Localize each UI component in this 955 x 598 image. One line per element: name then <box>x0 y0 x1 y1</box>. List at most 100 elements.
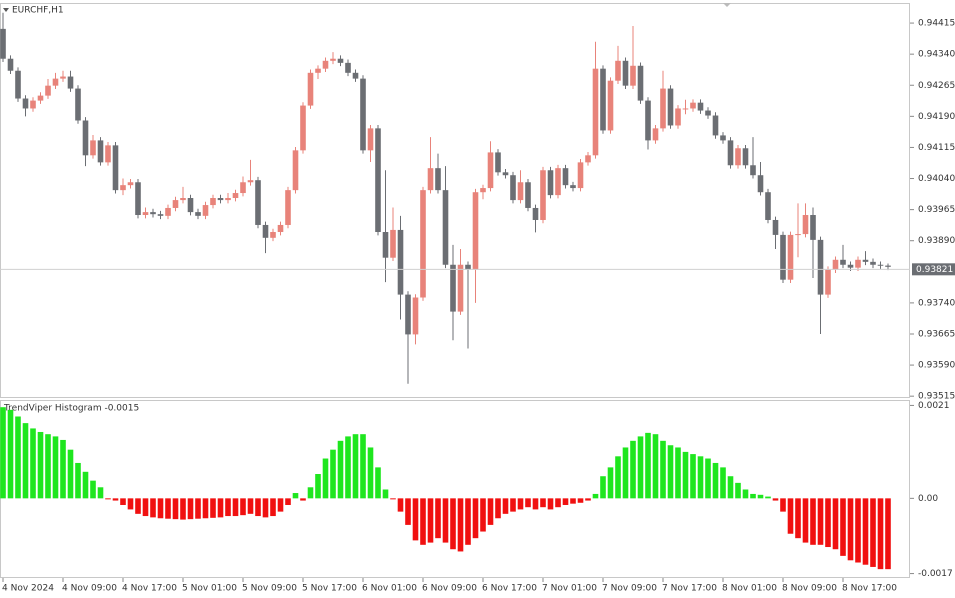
candle-body <box>450 264 456 312</box>
current-price-label: 0.93821 <box>916 265 953 275</box>
histogram-bar <box>412 498 419 541</box>
candle-body <box>45 85 51 96</box>
candle-body <box>300 105 306 151</box>
histogram-bar <box>810 498 816 545</box>
candle-body <box>832 259 839 270</box>
current-price-box <box>912 263 955 276</box>
histogram-bar <box>135 498 141 514</box>
candle-body <box>802 215 809 235</box>
candle-body <box>240 182 246 194</box>
candle-body <box>37 95 44 101</box>
candle-body <box>127 182 134 186</box>
x-tick-label: 7 Nov 17:00 <box>662 584 717 594</box>
candle-body <box>270 232 276 238</box>
indicator-panel <box>0 400 910 578</box>
candle-body <box>360 78 366 151</box>
histogram-bar <box>607 467 614 499</box>
histogram-bar <box>802 498 809 543</box>
menu-arrow[interactable] <box>3 8 9 12</box>
x-tick-label: 7 Nov 01:00 <box>542 584 597 594</box>
candle-body <box>435 168 441 191</box>
y-tick-label: 0.94415 <box>918 19 955 29</box>
candle-body <box>855 259 861 268</box>
y-tick-label: 0.94115 <box>918 143 955 153</box>
candle-body <box>172 200 179 208</box>
candle-body <box>195 212 201 216</box>
histogram-bar <box>600 476 606 499</box>
candle-body <box>397 229 404 295</box>
candle-body <box>225 198 231 201</box>
candle-body <box>367 128 374 151</box>
y-tick-label: 0.93965 <box>918 205 955 215</box>
histogram-bar <box>360 434 366 499</box>
candle-body <box>217 198 224 201</box>
histogram-bar <box>247 498 254 514</box>
candle-body <box>600 68 606 131</box>
histogram-bar <box>397 498 404 512</box>
histogram-bar <box>832 498 839 550</box>
histogram-bar <box>750 493 756 499</box>
candle-body <box>337 58 344 63</box>
shift-marker[interactable] <box>723 3 731 7</box>
histogram-bar <box>885 498 891 570</box>
histogram-bar <box>322 458 329 499</box>
candle-body <box>780 234 786 280</box>
x-tick-label: 6 Nov 01:00 <box>362 584 417 594</box>
histogram-bar <box>577 498 584 503</box>
candle-body <box>157 214 164 216</box>
candle-body <box>555 168 561 196</box>
candle-body <box>262 224 269 238</box>
symbol-title: EURCHF,H1 <box>12 6 64 16</box>
candle-body <box>787 234 794 280</box>
x-tick-label: 4 Nov 17:00 <box>122 584 177 594</box>
histogram-bar <box>352 434 359 499</box>
histogram-bar <box>877 498 884 570</box>
histogram-bar <box>622 447 629 499</box>
y-tick-label: 0.93515 <box>918 392 955 402</box>
histogram-bar <box>120 498 126 505</box>
x-tick-label: 7 Nov 09:00 <box>602 584 657 594</box>
candle-body <box>682 108 689 110</box>
candle-body <box>390 229 396 258</box>
candle-body <box>457 264 464 312</box>
histogram-bar <box>757 494 764 499</box>
histogram-bar <box>202 498 209 519</box>
candle-body <box>547 170 554 196</box>
histogram-bar <box>847 498 854 561</box>
candle-body <box>577 162 584 189</box>
candle-body <box>150 212 156 215</box>
histogram-bar <box>112 498 119 501</box>
candle-body <box>232 193 239 199</box>
candle-body <box>757 175 764 193</box>
x-tick-label: 5 Nov 17:00 <box>302 584 357 594</box>
histogram-bar <box>555 498 561 508</box>
x-tick-label: 4 Nov 09:00 <box>62 584 117 594</box>
histogram-bar <box>90 480 96 499</box>
histogram-bar <box>697 456 704 499</box>
candle-body <box>885 265 891 267</box>
histogram-bar <box>97 487 104 499</box>
histogram-bar <box>67 449 74 499</box>
y-tick-label: 0.94265 <box>918 81 955 91</box>
histogram-bar <box>472 498 479 539</box>
histogram-bar <box>52 436 59 499</box>
candle-body <box>255 180 261 225</box>
histogram-bar <box>292 493 299 499</box>
candle-body <box>735 148 741 166</box>
candle-body <box>592 68 599 156</box>
x-tick-label: 5 Nov 09:00 <box>242 584 297 594</box>
histogram-bar <box>180 498 186 520</box>
candle-body <box>210 198 216 206</box>
histogram-bar <box>862 498 869 565</box>
candle-body <box>660 88 666 129</box>
candle-body <box>7 58 14 71</box>
histogram-bar <box>45 434 51 499</box>
histogram-bar <box>390 498 396 500</box>
histogram-bar <box>435 498 441 539</box>
candle-body <box>862 259 869 262</box>
histogram-bar <box>105 498 111 500</box>
histogram-bar <box>210 498 216 518</box>
x-tick-label: 8 Nov 17:00 <box>842 584 897 594</box>
candle-body <box>52 78 59 86</box>
candle-body <box>705 110 711 116</box>
